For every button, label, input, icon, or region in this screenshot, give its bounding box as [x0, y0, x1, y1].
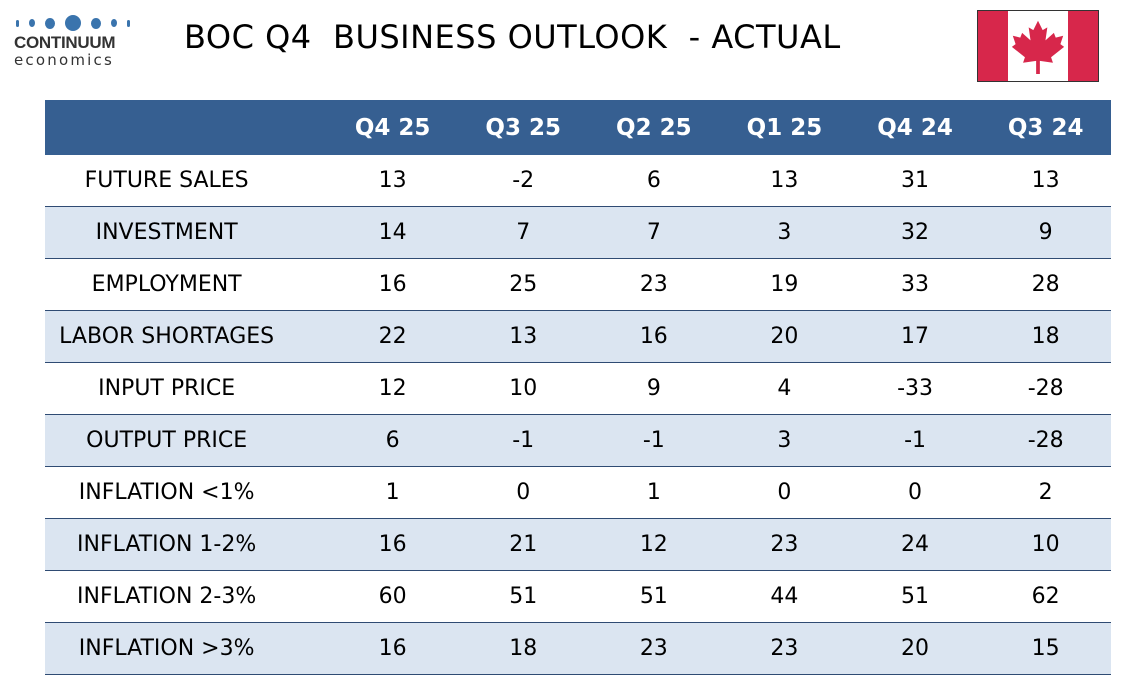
column-header: Q3 24: [980, 100, 1111, 155]
row-label: LABOR SHORTAGES: [45, 310, 328, 363]
row-label: INFLATION <1%: [45, 466, 328, 519]
table-cell: 0: [719, 466, 850, 519]
row-label: INFLATION 1-2%: [45, 518, 328, 571]
table-cell: 3: [719, 414, 850, 467]
column-header: Q1 25: [719, 100, 850, 155]
flag-center: [1008, 11, 1068, 81]
table-cell: -1: [588, 414, 720, 467]
table-cell: 33: [849, 258, 981, 311]
column-header: Q3 25: [457, 100, 589, 155]
row-label: INFLATION >3%: [45, 622, 328, 675]
flag-right-band: [1068, 11, 1098, 81]
table-cell: 23: [719, 622, 850, 675]
table-cell: 10: [980, 518, 1111, 571]
table-cell: 60: [327, 570, 458, 623]
table-cell: 15: [980, 622, 1111, 675]
table-cell: 23: [719, 518, 850, 571]
maple-leaf-icon: [1011, 20, 1065, 74]
table-cell: 31: [849, 155, 981, 207]
table-cell: 0: [457, 466, 589, 519]
table-cell: -1: [849, 414, 981, 467]
table-cell: 14: [327, 206, 458, 259]
table-cell: 28: [980, 258, 1111, 311]
table-cell: 10: [457, 362, 589, 415]
table-cell: 9: [588, 362, 720, 415]
table-row: INFLATION 2-3% 60 51 51 44 51 62: [45, 570, 1111, 623]
table-cell: 2: [980, 466, 1111, 519]
table-cell: 18: [980, 310, 1111, 363]
row-label: INFLATION 2-3%: [45, 570, 328, 623]
table-cell: 16: [327, 518, 458, 571]
table-cell: 17: [849, 310, 981, 363]
table-row: INFLATION >3% 16 18 23 23 20 15: [45, 622, 1111, 675]
logo-dots-icon: [14, 14, 132, 32]
table-row: INFLATION 1-2% 16 21 12 23 24 10: [45, 518, 1111, 571]
table-cell: 13: [719, 155, 850, 207]
table-cell: 7: [588, 206, 720, 259]
table-cell: 32: [849, 206, 981, 259]
table-row: INVESTMENT 14 7 7 3 32 9: [45, 206, 1111, 259]
table-cell: 24: [849, 518, 981, 571]
table-row: INPUT PRICE 12 10 9 4 -33 -28: [45, 362, 1111, 415]
table-cell: 6: [327, 414, 458, 467]
table-cell: 0: [849, 466, 981, 519]
table-cell: 13: [327, 155, 458, 207]
table-row: INFLATION <1% 1 0 1 0 0 2: [45, 466, 1111, 519]
table-cell: 1: [327, 466, 458, 519]
canada-flag-icon: [977, 10, 1099, 82]
table-cell: 62: [980, 570, 1111, 623]
column-header-blank: [45, 100, 328, 155]
table-row: EMPLOYMENT 16 25 23 19 33 28: [45, 258, 1111, 311]
table-cell: 44: [719, 570, 850, 623]
table-cell: 16: [327, 622, 458, 675]
table-row: LABOR SHORTAGES 22 13 16 20 17 18: [45, 310, 1111, 363]
table-header-row: Q4 25 Q3 25 Q2 25 Q1 25 Q4 24 Q3 24: [45, 100, 1111, 155]
column-header: Q4 25: [327, 100, 458, 155]
column-header: Q2 25: [588, 100, 720, 155]
table-cell: 3: [719, 206, 850, 259]
row-label: EMPLOYMENT: [45, 258, 328, 311]
table-cell: 51: [849, 570, 981, 623]
table-cell: -28: [980, 362, 1111, 415]
flag-left-band: [978, 11, 1008, 81]
table-cell: -33: [849, 362, 981, 415]
table-cell: 1: [588, 466, 720, 519]
table-cell: 25: [457, 258, 589, 311]
table-cell: 13: [980, 155, 1111, 207]
table-row: OUTPUT PRICE 6 -1 -1 3 -1 -28: [45, 414, 1111, 467]
business-outlook-table: Q4 25 Q3 25 Q2 25 Q1 25 Q4 24 Q3 24 FUTURE SA…: [45, 100, 1111, 675]
table-cell: 20: [719, 310, 850, 363]
table-cell: 6: [588, 155, 720, 207]
table-cell: 51: [588, 570, 720, 623]
table-cell: -2: [457, 155, 589, 207]
table-cell: 12: [588, 518, 720, 571]
column-header: Q4 24: [849, 100, 981, 155]
page-title: BOC Q4 BUSINESS OUTLOOK - ACTUAL: [184, 18, 841, 56]
table-cell: 21: [457, 518, 589, 571]
row-label: OUTPUT PRICE: [45, 414, 328, 467]
table-cell: 12: [327, 362, 458, 415]
table-cell: 22: [327, 310, 458, 363]
table-cell: -1: [457, 414, 589, 467]
table-cell: 51: [457, 570, 589, 623]
table-cell: 9: [980, 206, 1111, 259]
table-row: FUTURE SALES 13 -2 6 13 31 13: [45, 155, 1111, 207]
table-cell: 23: [588, 258, 720, 311]
continuum-logo: CONTINUUM economics: [14, 14, 132, 68]
logo-wordmark: CONTINUUM: [14, 33, 116, 52]
table-cell: 13: [457, 310, 589, 363]
logo-subtitle: economics: [14, 51, 114, 69]
table-cell: 18: [457, 622, 589, 675]
table-cell: 7: [457, 206, 589, 259]
table-cell: 23: [588, 622, 720, 675]
row-label: INPUT PRICE: [45, 362, 328, 415]
table-cell: 19: [719, 258, 850, 311]
table-cell: -28: [980, 414, 1111, 467]
table-cell: 16: [588, 310, 720, 363]
table-cell: 20: [849, 622, 981, 675]
row-label: INVESTMENT: [45, 206, 328, 259]
table-cell: 4: [719, 362, 850, 415]
row-label: FUTURE SALES: [45, 155, 328, 207]
table-cell: 16: [327, 258, 458, 311]
